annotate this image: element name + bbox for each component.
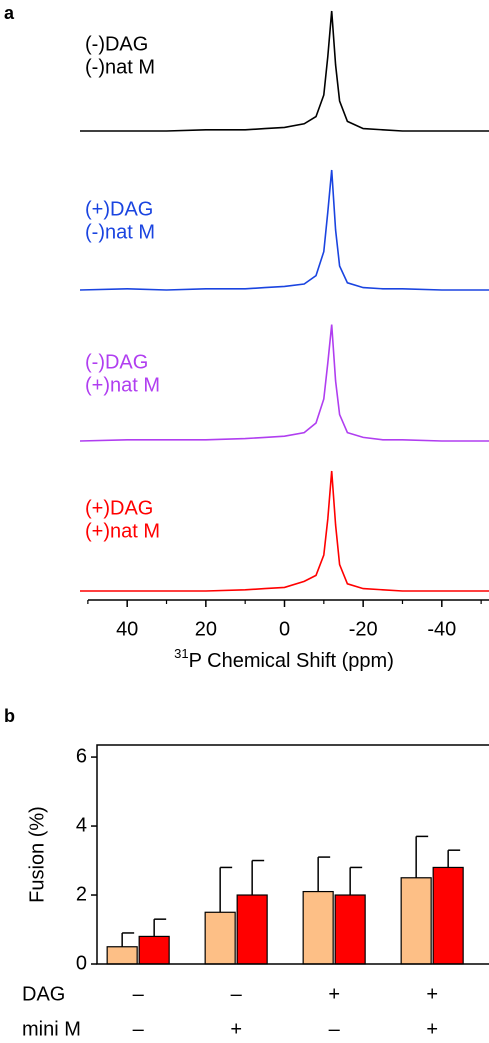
bar	[106, 946, 138, 965]
trace-label: (+)nat M	[85, 374, 160, 396]
x-tick-label: 0	[279, 618, 290, 640]
bar	[302, 890, 334, 965]
row-label: DAG	[22, 983, 65, 1005]
spectrum	[79, 169, 489, 291]
axis-frame	[96, 744, 489, 965]
trace-label: (+)DAG	[85, 198, 153, 220]
spectrum	[80, 10, 489, 132]
bar	[204, 911, 236, 965]
y-tick-label: 4	[76, 814, 87, 836]
trace-label: (-)DAG	[85, 351, 148, 373]
trace-label: (-)nat M	[85, 56, 155, 78]
y-tick-label: 2	[76, 883, 87, 905]
row-cell: +	[426, 983, 438, 1005]
x-tick-label: -20	[349, 618, 378, 640]
bar	[236, 894, 268, 965]
row-cell: +	[328, 983, 340, 1005]
row-label: mini M	[22, 1018, 81, 1040]
x-axis-label: 31P Chemical Shift (ppm)	[174, 646, 394, 672]
bar	[400, 877, 432, 965]
x-tick-label: 40	[116, 618, 138, 640]
y-axis-label: Fusion (%)	[26, 806, 48, 903]
x-axis-label: P Chemical Shift (ppm)	[189, 650, 394, 672]
trace-label: (+)DAG	[85, 497, 153, 519]
row-cell: –	[133, 1018, 145, 1040]
x-axis-label-sup: 31	[174, 646, 188, 661]
x-tick-label: 20	[195, 618, 217, 640]
bar	[138, 935, 170, 965]
x-tick-label: -40	[427, 618, 456, 640]
row-cell: –	[133, 983, 145, 1005]
spectrum	[79, 324, 489, 442]
trace-label: (+)nat M	[85, 520, 160, 542]
row-cell: +	[230, 1018, 242, 1040]
trace-label: (-)nat M	[85, 221, 155, 243]
bar	[432, 866, 464, 965]
row-cell: –	[231, 983, 243, 1005]
panel-label: b	[4, 706, 15, 726]
spectrum	[80, 470, 489, 592]
y-tick-label: 0	[76, 952, 87, 974]
bar	[334, 894, 366, 965]
row-cell: +	[426, 1018, 438, 1040]
row-cell: –	[329, 1018, 341, 1040]
trace-label: (-)DAG	[85, 33, 148, 55]
y-tick-label: 6	[76, 745, 87, 767]
panel-label: a	[4, 3, 15, 23]
